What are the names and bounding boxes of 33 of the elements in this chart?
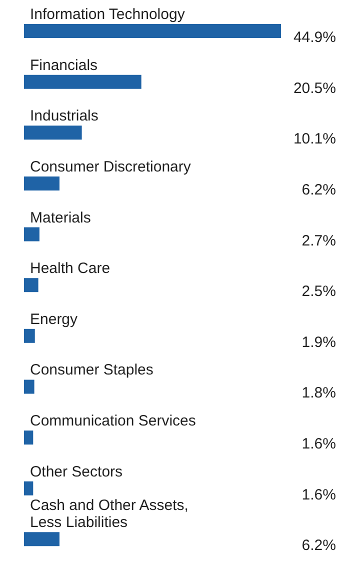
- data-label: 2.7%: [302, 232, 336, 250]
- y-tick-label: Industrials: [30, 108, 98, 125]
- bar: [24, 74, 142, 89]
- bar: [24, 481, 34, 496]
- bar: [24, 380, 34, 394]
- y-tick-label: Communication Services: [30, 412, 196, 430]
- bar: [24, 532, 60, 546]
- bar: [24, 328, 35, 343]
- data-label: 6.2%: [302, 181, 336, 198]
- data-label: 20.5%: [293, 80, 336, 97]
- y-tick-label: Cash and Other Assets, Less Liabilities: [30, 497, 188, 532]
- y-tick-label: Consumer Discretionary: [30, 158, 192, 176]
- y-tick-label: Financials: [30, 56, 98, 74]
- y-tick-label: Information Technology: [30, 6, 186, 23]
- data-label: 1.9%: [302, 334, 336, 351]
- data-label: 10.1%: [293, 130, 336, 148]
- y-tick-label: Health Care: [30, 260, 110, 278]
- bar: [24, 430, 34, 445]
- data-label: 6.2%: [302, 537, 336, 554]
- y-tick-label: Materials: [30, 209, 91, 226]
- data-label: 1.6%: [302, 486, 336, 504]
- data-label: 44.9%: [293, 29, 336, 46]
- y-tick-label: Energy: [30, 310, 78, 328]
- data-label: 1.8%: [302, 384, 336, 402]
- bar: [24, 278, 38, 292]
- data-label: 2.5%: [302, 283, 336, 300]
- data-label: 1.6%: [302, 436, 336, 453]
- bar: [24, 227, 40, 242]
- y-tick-label: Consumer Staples: [30, 362, 154, 379]
- y-tick-label: Other Sectors: [30, 463, 123, 480]
- bar: [24, 176, 60, 190]
- bar: [24, 126, 82, 140]
- bar: [24, 24, 281, 38]
